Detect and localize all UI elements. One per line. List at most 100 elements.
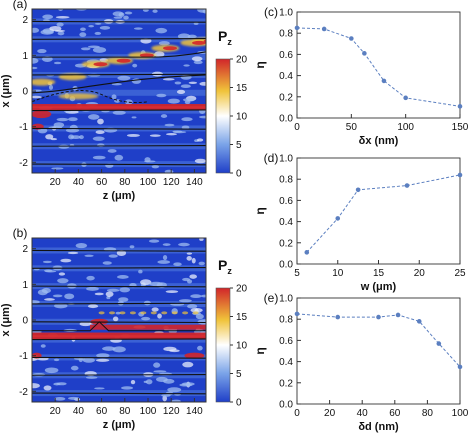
field-speckle	[32, 95, 42, 99]
x-tick-label: 40	[73, 177, 85, 188]
field-map	[32, 9, 206, 173]
field-speckle	[129, 311, 136, 315]
field-speckle	[186, 252, 193, 255]
waveguide-line	[32, 392, 206, 395]
field-speckle	[102, 346, 116, 351]
field-speckle	[87, 114, 100, 120]
field-speckle	[40, 344, 46, 348]
field-speckle	[37, 49, 47, 54]
field-speckle	[171, 311, 178, 315]
y-tick-label: 0.2	[279, 238, 293, 249]
line-panel-e: 0 20 40 60 80 100 0.0 0.2 0.4 0.6 0.8 1.0(e) δd (nm)…	[253, 291, 469, 433]
waveguide-line	[32, 373, 206, 376]
field-speckle	[49, 25, 62, 32]
waveguide-line	[32, 144, 206, 147]
field-speckle	[94, 292, 104, 296]
colorbar-tick-label: 10	[236, 341, 248, 352]
field-speckle	[112, 11, 124, 17]
colorbar-tick-label: 10	[236, 112, 248, 123]
field-speckle	[54, 29, 66, 32]
waveguide-line	[32, 356, 206, 359]
field-speckle	[157, 260, 171, 264]
x-tick-label: 50	[346, 122, 358, 133]
field-speckle	[155, 27, 168, 34]
field-speckle	[193, 60, 203, 65]
field-speckle	[157, 313, 162, 319]
field-hotspot	[163, 46, 178, 51]
field-speckle	[171, 399, 181, 402]
y-tick-label: 0.4	[279, 357, 293, 368]
series-line	[296, 313, 461, 368]
series-line	[306, 174, 461, 253]
y-tick-label: 0.0	[279, 114, 293, 125]
field-speckle	[105, 291, 114, 298]
field-speckle	[42, 14, 54, 20]
x-axis-label: w (μm)	[360, 281, 397, 293]
x-tick-label: 15	[373, 268, 385, 279]
field-speckle	[124, 99, 133, 105]
field-speckle	[70, 365, 79, 371]
field-speckle	[152, 9, 158, 13]
field-speckle	[182, 311, 189, 315]
field-speckle	[58, 144, 70, 149]
field-speckle	[111, 94, 117, 100]
field-speckle	[140, 311, 147, 315]
field-speckle	[119, 311, 126, 315]
field-speckle	[108, 254, 118, 258]
waveguide-line	[32, 127, 206, 130]
field-speckle	[196, 138, 204, 142]
field-speckle	[79, 32, 87, 37]
waveguide-line	[32, 38, 206, 40]
data-point	[403, 95, 408, 101]
field-speckle	[118, 297, 129, 302]
y-tick-label: -2	[19, 387, 28, 398]
field-speckle	[55, 15, 70, 19]
field-speckle	[154, 51, 165, 58]
waveguide-line	[32, 109, 206, 112]
field-hotspot	[192, 40, 206, 45]
field-speckle	[181, 117, 193, 122]
field-speckle	[141, 316, 151, 321]
data-point	[457, 172, 463, 178]
x-tick-label: 60	[389, 408, 401, 419]
data-point	[362, 51, 367, 56]
plot-frame	[296, 11, 461, 119]
field-speckle	[112, 316, 119, 322]
colorbar-tick-label: 0	[236, 169, 242, 180]
y-tick-label: 0	[22, 87, 28, 98]
field-speckle	[180, 84, 191, 88]
field-speckle	[44, 367, 59, 374]
field-speckle	[182, 98, 195, 102]
field-speckle	[32, 27, 40, 33]
field-speckle	[151, 165, 160, 169]
field-speckle	[187, 304, 198, 309]
y-tick-label: 0.8	[279, 315, 293, 326]
x-tick-label: 100	[140, 177, 157, 188]
field-speckle	[32, 330, 42, 334]
field-speckle	[41, 287, 51, 294]
field-speckle	[143, 380, 148, 383]
field-speckle	[189, 274, 197, 279]
field-speckle	[130, 380, 136, 385]
x-tick-label: 80	[422, 408, 434, 419]
field-speckle	[53, 382, 61, 386]
field-speckle	[114, 154, 124, 161]
field-speckle	[109, 311, 116, 315]
data-point	[355, 187, 361, 193]
x-tick-label: 20	[50, 177, 62, 188]
waveguide-line	[32, 321, 206, 324]
panel-label: (c)	[264, 5, 278, 19]
field-speckle	[116, 249, 127, 256]
field-speckle	[200, 294, 206, 298]
field-speckle	[197, 9, 206, 13]
field-speckle	[57, 278, 69, 284]
x-tick-label: 40	[73, 406, 85, 417]
y-tick-label: 0.8	[279, 175, 293, 186]
field-speckle	[99, 25, 111, 30]
y-axis-label: η	[253, 347, 267, 354]
field-hotspot	[93, 62, 108, 67]
colorbar-title: Pz	[218, 257, 232, 276]
waveguide-line	[32, 285, 206, 288]
data-point	[304, 250, 310, 255]
